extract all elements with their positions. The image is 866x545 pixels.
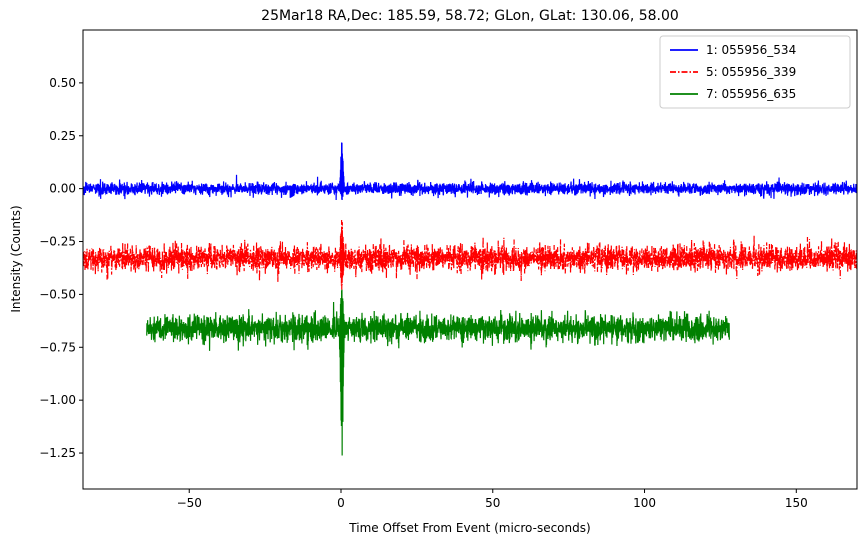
x-axis: −50 0 50 100 150 — [177, 489, 808, 510]
legend-entry: 7: 055956_635 — [706, 87, 796, 101]
plot-area — [82, 29, 858, 490]
plot-frame — [82, 29, 858, 490]
y-tick-label: −0.25 — [39, 235, 76, 249]
legend-entry: 5: 055956_339 — [706, 65, 796, 79]
y-tick-label: −1.25 — [39, 446, 76, 460]
y-axis: 0.50 0.25 0.00 −0.25 −0.50 −0.75 −1.00 −1.25 — [39, 76, 83, 460]
series-line-2 — [83, 220, 857, 290]
legend: 1: 055956_534 5: 055956_339 7: 055956_635 — [659, 35, 851, 109]
y-tick-label: 0.25 — [49, 129, 76, 143]
legend-frame — [659, 35, 851, 109]
legend-entry: 1: 055956_534 — [706, 43, 796, 57]
y-tick-label: −0.75 — [39, 340, 76, 354]
x-tick-label: 50 — [485, 496, 500, 510]
y-tick-label: −0.50 — [39, 287, 76, 301]
x-tick-label: 0 — [337, 496, 345, 510]
x-tick-label: 100 — [633, 496, 656, 510]
x-tick-label: 150 — [785, 496, 808, 510]
series-line-3 — [146, 289, 730, 456]
series-layer — [83, 142, 857, 456]
y-axis-label: Intensity (Counts) — [9, 205, 23, 312]
y-tick-label: 0.00 — [49, 182, 76, 196]
y-tick-label: −1.00 — [39, 393, 76, 407]
x-axis-label: Time Offset From Event (micro-seconds) — [348, 521, 590, 535]
chart-title: 25Mar18 RA,Dec: 185.59, 58.72; GLon, GLa… — [261, 8, 679, 24]
series-line-1 — [83, 142, 857, 201]
x-tick-label: −50 — [177, 496, 202, 510]
y-tick-label: 0.50 — [49, 76, 76, 90]
